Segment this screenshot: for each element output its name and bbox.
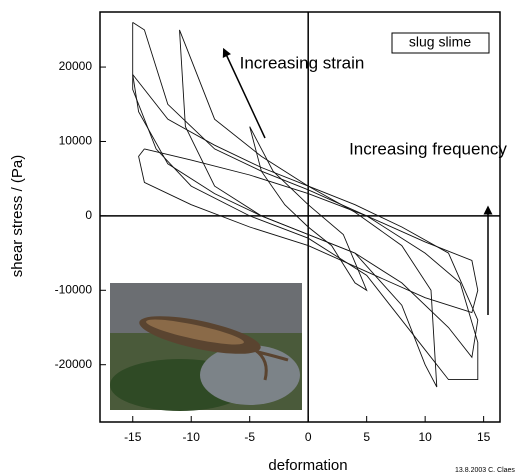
annotation: Increasing frequency [349, 139, 507, 158]
x-tick-label: -5 [244, 430, 255, 444]
x-tick-label: 15 [477, 430, 491, 444]
loop-line [132, 22, 479, 381]
x-tick-label: -10 [183, 430, 201, 444]
loop-line [132, 74, 479, 359]
loop-line [249, 126, 368, 292]
x-tick-label: -15 [124, 430, 142, 444]
x-tick-label: 0 [305, 430, 312, 444]
y-axis-label: shear stress / (Pa) [9, 155, 26, 278]
x-tick-label: 5 [363, 430, 370, 444]
credit: 13.8.2003 C. Claes [455, 467, 515, 474]
loop-line [179, 29, 438, 388]
y-tick-label: -10000 [55, 282, 93, 296]
annotation: slug slime [409, 34, 471, 50]
y-tick-label: -20000 [55, 357, 93, 371]
label-box [391, 32, 490, 54]
y-tick-label: 10000 [59, 134, 93, 148]
x-tick-label: 10 [418, 430, 432, 444]
y-tick-label: 20000 [59, 59, 93, 73]
x-axis-label: deformation [268, 457, 347, 474]
slug-photo [110, 283, 302, 411]
annotation: Increasing strain [240, 53, 365, 72]
plot-frame [99, 11, 501, 423]
y-tick-label: 0 [85, 208, 92, 222]
loop-line [138, 148, 479, 314]
arrow [222, 47, 266, 139]
